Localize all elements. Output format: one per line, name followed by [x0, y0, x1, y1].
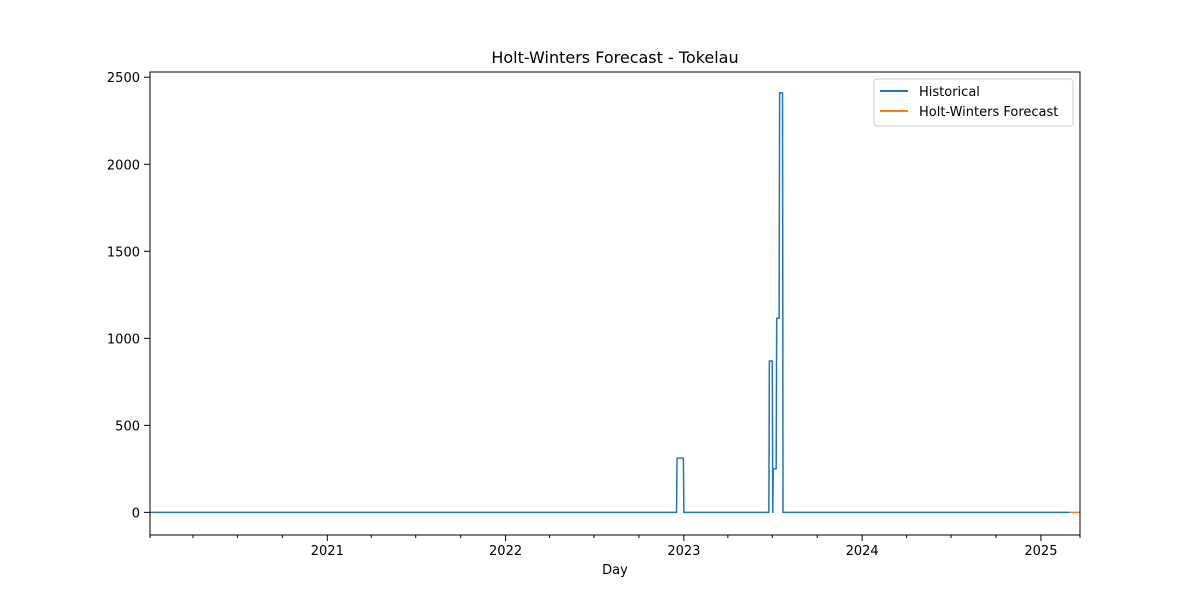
y-tick-label: 1000 — [107, 332, 140, 347]
x-axis-label: Day — [602, 563, 628, 578]
legend-box — [873, 78, 1074, 127]
series-line-historical — [150, 92, 1070, 514]
x-tick-label: 2021 — [311, 544, 344, 559]
x-axis: 2021 2022 2023 2024 2025 — [149, 535, 1081, 559]
y-tick-label: 2500 — [107, 71, 140, 86]
y-tick-label: 0 — [132, 506, 140, 521]
x-tick-label: 2025 — [1024, 544, 1057, 559]
x-tick-label: 2024 — [846, 544, 879, 559]
x-tick-label: 2023 — [667, 544, 700, 559]
y-tick-label: 2000 — [107, 158, 140, 173]
y-axis: 0 500 1000 1500 2000 2500 — [107, 71, 150, 521]
y-tick-label: 1500 — [107, 245, 140, 260]
legend-label-forecast: Holt-Winters Forecast — [919, 105, 1058, 120]
plot-area — [150, 92, 1080, 514]
y-tick-label: 500 — [115, 419, 140, 434]
chart-title: Holt-Winters Forecast - Tokelau — [491, 48, 738, 67]
legend: Historical Holt-Winters Forecast — [873, 78, 1074, 127]
plot-frame — [149, 71, 1081, 536]
legend-label-historical: Historical — [919, 85, 980, 100]
x-tick-label: 2022 — [489, 544, 522, 559]
